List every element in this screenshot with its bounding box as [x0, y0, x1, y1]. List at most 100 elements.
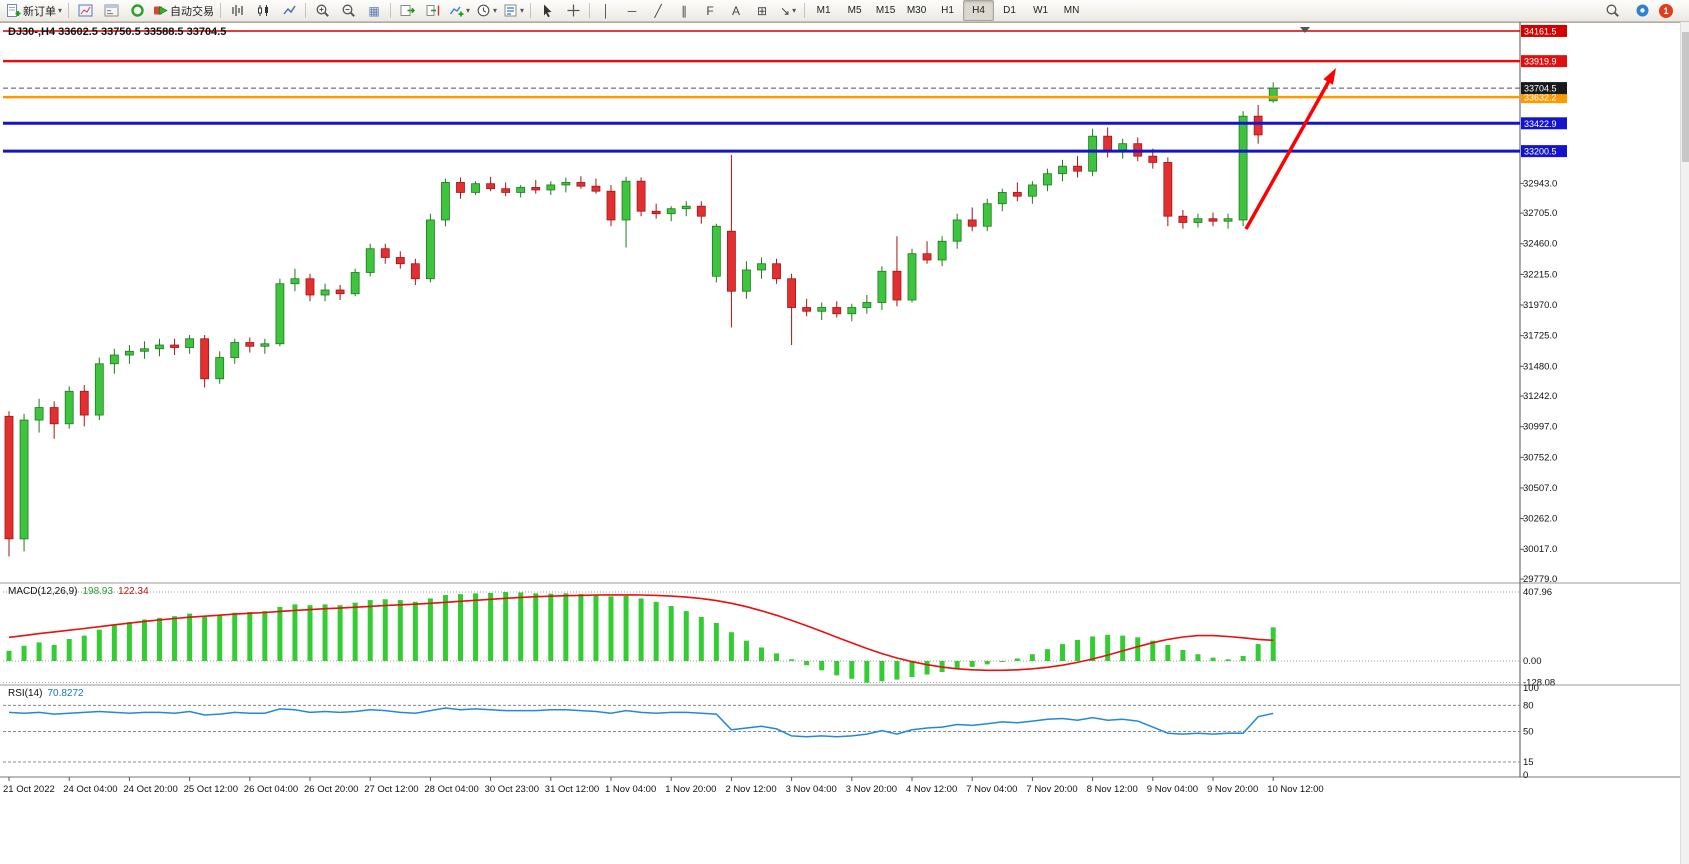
timeframe-m5-button[interactable]: M5	[847, 5, 862, 16]
text-box-icon: ⊞	[757, 3, 768, 18]
svg-text:24 Oct 04:00: 24 Oct 04:00	[63, 784, 117, 795]
svg-text:34161.5: 34161.5	[1524, 26, 1557, 36]
templates-button[interactable]: ▾	[500, 0, 527, 21]
svg-text:31242.0: 31242.0	[1523, 391, 1557, 402]
zoom-out-button[interactable]	[335, 0, 361, 21]
market-watch-button[interactable]	[98, 0, 124, 21]
autotrading-button[interactable]: 自动交易	[150, 0, 217, 21]
svg-text:30507.0: 30507.0	[1523, 483, 1557, 494]
notification-badge[interactable]: 1	[1659, 3, 1673, 18]
trendline-icon: ╱	[654, 3, 662, 18]
scrollbar-thumb[interactable]	[1682, 32, 1689, 162]
svg-text:30 Oct 23:00: 30 Oct 23:00	[485, 784, 539, 795]
svg-text:27 Oct 12:00: 27 Oct 12:00	[364, 784, 418, 795]
timeframe-d1-button[interactable]: D1	[1003, 5, 1016, 16]
auto-scroll-button[interactable]	[394, 0, 420, 21]
arrows-tool-icon: ↘	[780, 3, 791, 18]
equidistant-channel-button[interactable]: ∥	[671, 0, 697, 21]
price-label-33422.9[interactable]	[1521, 117, 1567, 130]
svg-text:24 Oct 20:00: 24 Oct 20:00	[123, 784, 177, 795]
periods-button[interactable]: ▾	[473, 0, 500, 21]
refresh-circle-icon	[130, 3, 145, 18]
svg-text:30997.0: 30997.0	[1523, 422, 1557, 433]
svg-text:32705.0: 32705.0	[1523, 208, 1557, 219]
timeframe-m1-button[interactable]: M1	[816, 5, 831, 16]
svg-text:30752.0: 30752.0	[1523, 452, 1557, 463]
text-box-button[interactable]: ⊞	[749, 0, 775, 21]
timeframe-w1-button[interactable]: W1	[1033, 5, 1049, 16]
text-label-button[interactable]: A	[723, 0, 749, 21]
svg-text:31480.0: 31480.0	[1523, 361, 1557, 372]
horizontal-lines-layer[interactable]: 34161.5 33919.9 33632.2 33422.9 33200.5 33704…	[3, 24, 1567, 158]
svg-text:33919.9: 33919.9	[1524, 57, 1557, 67]
candles-layer	[4, 82, 1278, 557]
time-axis: 21 Oct 2022 24 Oct 04:00 24 Oct 20:00 25 Oc…	[3, 777, 1324, 795]
help-button[interactable]	[1629, 0, 1655, 21]
chevron-down-icon: ▾	[466, 6, 471, 15]
text-label-icon: A	[732, 3, 741, 18]
horizontal-line-button[interactable]: ─	[619, 0, 645, 21]
timeframe-m15-button[interactable]: M15	[875, 5, 896, 16]
vertical-line-icon: │	[602, 3, 610, 18]
price-label-33632.2[interactable]	[1521, 91, 1567, 104]
indicators-button[interactable]: ▾	[446, 0, 473, 21]
svg-text:28 Oct 04:00: 28 Oct 04:00	[424, 784, 478, 795]
vertical-scrollbar[interactable]	[1680, 22, 1689, 864]
line-chart-icon	[282, 3, 297, 18]
timeframe-h1-button[interactable]: H1	[941, 5, 954, 16]
bar-chart-icon	[230, 3, 245, 18]
chart-shift-icon	[426, 3, 441, 18]
crosshair-button[interactable]	[560, 0, 586, 21]
svg-text:8 Nov 12:00: 8 Nov 12:00	[1087, 784, 1138, 795]
svg-text:2 Nov 12:00: 2 Nov 12:00	[725, 784, 776, 795]
new-order-button[interactable]: 新订单 ▾	[3, 0, 65, 21]
tile-windows-icon: ▦	[368, 3, 380, 18]
arrows-tool-button[interactable]: ↘ ▾	[775, 0, 801, 21]
cursor-arrow-icon	[540, 3, 555, 18]
trendline-button[interactable]: ╱	[645, 0, 671, 21]
rsi-line	[8, 707, 1274, 738]
svg-text:30262.0: 30262.0	[1523, 514, 1557, 525]
timeframe-mn-button[interactable]: MN	[1063, 5, 1080, 16]
candlestick-chart-button[interactable]	[250, 0, 276, 21]
chart-shift-button[interactable]	[420, 0, 446, 21]
svg-text:3 Nov 04:00: 3 Nov 04:00	[786, 784, 837, 795]
svg-text:29779.0: 29779.0	[1523, 574, 1557, 585]
zoom-in-button[interactable]	[309, 0, 335, 21]
price-label-34161.5[interactable]	[1521, 24, 1567, 37]
svg-text:26 Oct 20:00: 26 Oct 20:00	[304, 784, 358, 795]
timeframe-m30-button[interactable]: M30	[906, 5, 927, 16]
svg-text:33200.5: 33200.5	[1524, 147, 1557, 157]
toolbar-separator	[390, 3, 392, 18]
svg-text:25 Oct 12:00: 25 Oct 12:00	[184, 784, 238, 795]
line-chart-button[interactable]	[276, 0, 302, 21]
svg-text:3 Nov 20:00: 3 Nov 20:00	[846, 784, 897, 795]
cursor-button[interactable]	[534, 0, 560, 21]
chart-shift-marker[interactable]	[1300, 27, 1310, 33]
price-label-33919.9[interactable]	[1521, 55, 1567, 68]
svg-text:9 Nov 04:00: 9 Nov 04:00	[1147, 784, 1198, 795]
svg-text:32460.0: 32460.0	[1523, 239, 1557, 250]
svg-text:1 Nov 20:00: 1 Nov 20:00	[665, 784, 716, 795]
svg-text:31 Oct 12:00: 31 Oct 12:00	[545, 784, 599, 795]
fibonacci-button[interactable]: F	[697, 0, 723, 21]
search-button[interactable]	[1599, 0, 1625, 21]
bar-chart-button[interactable]	[224, 0, 250, 21]
tile-windows-button[interactable]: ▦	[361, 0, 387, 21]
trend-arrow[interactable]	[1244, 68, 1336, 230]
chevron-down-icon: ▾	[792, 6, 797, 15]
price-label-33200.5[interactable]	[1521, 145, 1567, 158]
vertical-line-button[interactable]: │	[593, 0, 619, 21]
autotrading-icon	[153, 3, 168, 18]
timeframe-h4-button[interactable]: H4	[963, 0, 995, 21]
bid-price-label	[1521, 82, 1567, 95]
macd-layer: 407.96 0.00 -128.08	[3, 587, 1555, 689]
toolbar-separator	[530, 3, 532, 18]
svg-text:26 Oct 04:00: 26 Oct 04:00	[244, 784, 298, 795]
chart-canvas[interactable]: 32943.0 32705.0 32460.0 32215.0 31970.0 31725…	[0, 22, 1689, 864]
help-icon	[1635, 3, 1650, 18]
template-icon	[503, 3, 518, 18]
charts-window-button[interactable]	[72, 0, 98, 21]
crosshair-icon	[566, 3, 581, 18]
navigator-button[interactable]	[124, 0, 150, 21]
